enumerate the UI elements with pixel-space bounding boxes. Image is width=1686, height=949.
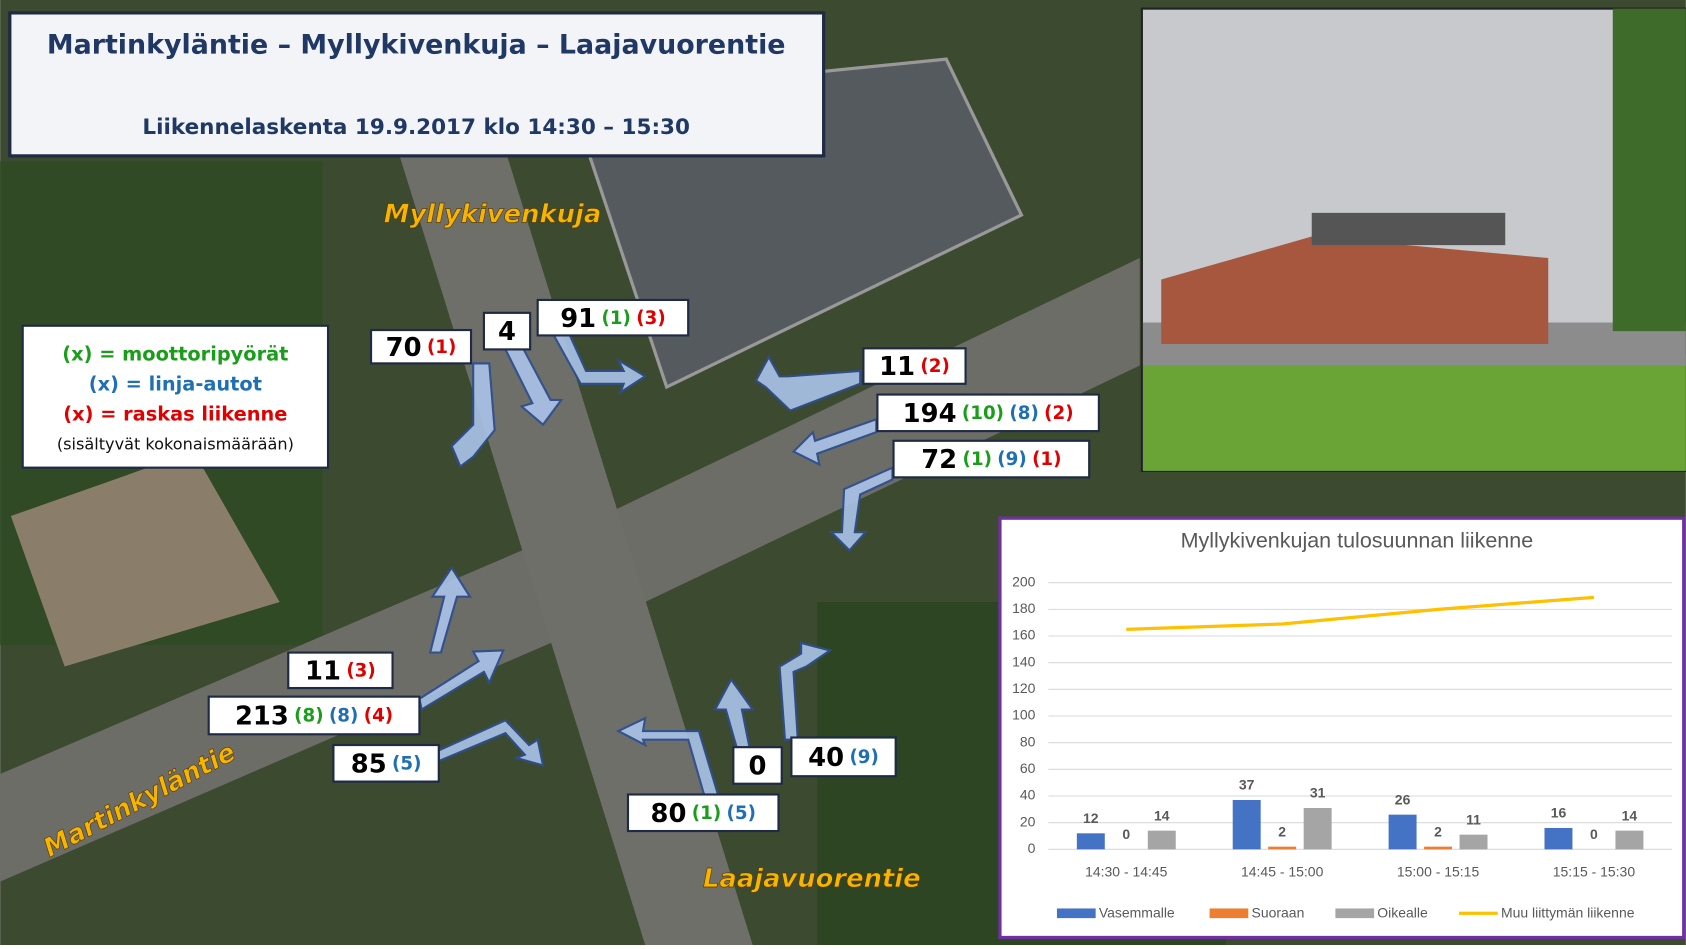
count-label: 72(1)(9)(1) xyxy=(921,445,1061,475)
legend-entry: (x) = moottoripyörät xyxy=(62,342,288,365)
bar xyxy=(1544,828,1572,849)
legend-entry: (x) = linja-autot xyxy=(89,372,262,395)
count-part: (8) xyxy=(1009,403,1038,424)
count-total: 0 xyxy=(749,751,767,781)
count-part: (1) xyxy=(601,308,630,329)
count-total: 85 xyxy=(351,749,387,779)
count-part: (3) xyxy=(636,308,665,329)
count-label: 40(9) xyxy=(808,742,879,772)
legend-label: Suoraan xyxy=(1252,905,1305,921)
data-label: 31 xyxy=(1310,785,1326,801)
bar xyxy=(1148,831,1176,850)
count-total: 11 xyxy=(879,352,915,382)
count-total: 91 xyxy=(560,303,596,333)
bar xyxy=(1615,831,1643,850)
data-label: 16 xyxy=(1551,805,1567,821)
x-tick-label: 15:00 - 15:15 xyxy=(1397,864,1480,880)
count-total: 11 xyxy=(305,656,341,686)
bar xyxy=(1389,815,1417,850)
count-part: (4) xyxy=(364,706,393,727)
legend-swatch xyxy=(1459,912,1498,915)
bar xyxy=(1268,847,1296,850)
count-total: 80 xyxy=(651,798,687,828)
count-part: (1) xyxy=(1032,449,1061,470)
bar xyxy=(1077,833,1105,849)
chart-title: Myllykivenkujan tulosuunnan liikenne xyxy=(1181,529,1534,553)
legend-label: Vasemmalle xyxy=(1099,905,1175,921)
y-tick-label: 180 xyxy=(1012,600,1036,616)
count-label: 11(2) xyxy=(879,352,950,382)
page: {"header":{"title":"Martinkyläntie – Myl… xyxy=(0,0,1686,949)
count-part: (8) xyxy=(294,706,323,727)
data-label: 14 xyxy=(1622,807,1638,823)
bar xyxy=(1233,800,1261,849)
legend-swatch xyxy=(1335,908,1374,918)
legend-label: Oikealle xyxy=(1377,905,1428,921)
count-part: (2) xyxy=(920,356,949,377)
x-tick-label: 14:45 - 15:00 xyxy=(1241,864,1324,880)
count-part: (1) xyxy=(692,803,721,824)
count-total: 70 xyxy=(386,332,422,362)
x-tick-label: 15:15 - 15:30 xyxy=(1553,864,1636,880)
legend-swatch xyxy=(1210,908,1249,918)
count-part: (2) xyxy=(1044,403,1073,424)
count-label: 70(1) xyxy=(386,332,457,362)
count-part: (1) xyxy=(427,337,456,358)
count-part: (10) xyxy=(962,403,1004,424)
y-tick-label: 20 xyxy=(1020,813,1036,829)
street-label: Myllykivenkuja xyxy=(384,200,601,230)
street-label: Laajavuorentie xyxy=(703,864,921,894)
x-tick-label: 14:30 - 14:45 xyxy=(1085,864,1168,880)
data-label: 0 xyxy=(1590,826,1598,842)
bar xyxy=(1460,835,1488,850)
count-label: 194(10)(8) (2) xyxy=(903,398,1074,428)
legend-swatch xyxy=(1057,908,1096,918)
y-tick-label: 140 xyxy=(1012,653,1036,669)
title: Martinkyläntie – Myllykivenkuja – Laajav… xyxy=(47,30,786,61)
slide: Martinkyläntie – Myllykivenkuja – Laajav… xyxy=(0,0,1686,945)
legend-entry: (x) = raskas liikenne xyxy=(63,402,287,425)
count-label: 0 xyxy=(749,751,767,781)
count-total: 213 xyxy=(235,701,289,731)
y-tick-label: 40 xyxy=(1020,787,1036,803)
count-label: 85(5) xyxy=(351,749,422,779)
count-part: (8) xyxy=(329,706,358,727)
y-tick-label: 80 xyxy=(1020,733,1036,749)
photo xyxy=(1142,9,1686,471)
data-label: 11 xyxy=(1466,811,1481,827)
count-total: 40 xyxy=(808,742,844,772)
bar xyxy=(1304,808,1332,849)
y-tick-label: 0 xyxy=(1028,840,1036,856)
y-tick-label: 160 xyxy=(1012,627,1036,643)
count-part: (5) xyxy=(392,753,421,774)
legend-label: Muu liittymän liikenne xyxy=(1501,905,1635,921)
bar xyxy=(1424,847,1452,850)
count-part: (1) xyxy=(963,449,992,470)
count-label: 91(1) (3) xyxy=(560,303,665,333)
count-part: (9) xyxy=(997,449,1026,470)
y-tick-label: 100 xyxy=(1012,707,1036,723)
count-label: 11(3) xyxy=(305,656,376,686)
y-tick-label: 200 xyxy=(1012,573,1036,589)
data-label: 2 xyxy=(1434,823,1442,839)
data-label: 26 xyxy=(1395,791,1411,807)
y-tick-label: 60 xyxy=(1020,760,1036,776)
data-label: 2 xyxy=(1278,823,1286,839)
subtitle: Liikennelaskenta 19.9.2017 klo 14:30 – 1… xyxy=(142,115,690,140)
count-total: 72 xyxy=(921,445,957,475)
count-label: 80(1) (5) xyxy=(651,798,756,828)
data-label: 37 xyxy=(1239,777,1255,793)
data-label: 14 xyxy=(1154,807,1170,823)
count-label: 4 xyxy=(498,317,516,347)
legend-entry: (sisältyvät kokonaismäärään) xyxy=(57,435,294,454)
data-label: 0 xyxy=(1122,826,1130,842)
count-part: (9) xyxy=(849,747,878,768)
count-part: (3) xyxy=(346,660,375,681)
count-total: 194 xyxy=(903,398,957,428)
count-part: (5) xyxy=(727,803,756,824)
data-label: 12 xyxy=(1083,810,1099,826)
count-label: 213(8)(8)(4) xyxy=(235,701,393,731)
y-tick-label: 120 xyxy=(1012,680,1036,696)
count-total: 4 xyxy=(498,317,516,347)
